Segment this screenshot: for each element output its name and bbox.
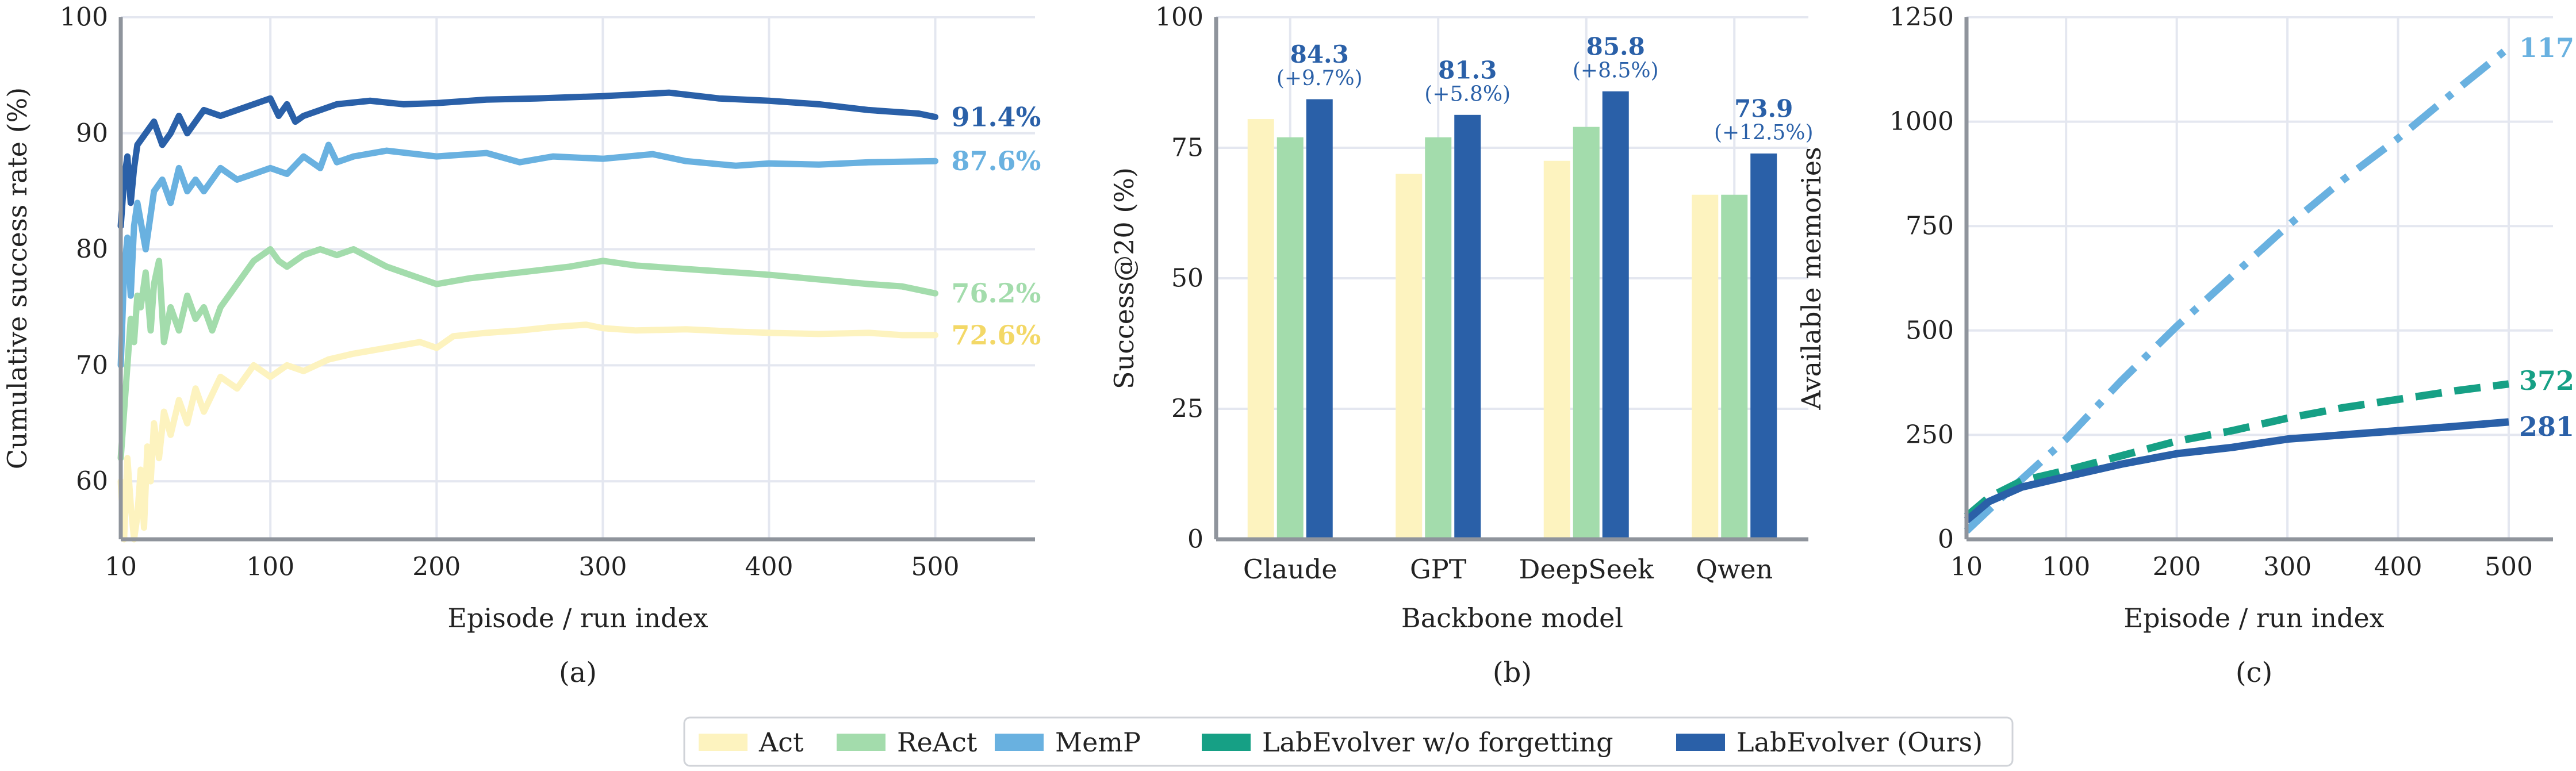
bar-delta-label: (+12.5%) xyxy=(1714,121,1814,144)
y-tick-label: 75 xyxy=(1171,133,1203,163)
x-tick-label: GPT xyxy=(1410,554,1467,585)
bar-react xyxy=(1425,137,1452,540)
end-label-react: 76.2% xyxy=(952,278,1041,309)
x-tick-label: 10 xyxy=(1950,553,1983,582)
panel-c-memory-growth: 1177 372 281 10 100 200 300 400 500 0 250 500 750 100… xyxy=(1796,3,2576,689)
x-tick-label: 500 xyxy=(2485,553,2533,582)
end-label-memp: 1177 xyxy=(2519,32,2576,63)
x-tick-label: 100 xyxy=(2042,553,2090,582)
y-tick-label: 750 xyxy=(1906,212,1954,241)
y-tick-label: 50 xyxy=(1171,264,1203,293)
x-tick-label: 200 xyxy=(412,553,461,582)
series-line-react xyxy=(117,246,939,462)
x-tick-label: DeepSeek xyxy=(1519,554,1654,585)
y-tick-label: 25 xyxy=(1171,394,1203,424)
bar-value-label: 85.8 xyxy=(1586,32,1645,60)
x-tick-label: 300 xyxy=(578,553,627,582)
x-axis-label: Episode / run index xyxy=(2123,603,2384,634)
y-tick-label: 0 xyxy=(1187,525,1203,554)
bar-delta-label: (+5.8%) xyxy=(1424,82,1511,106)
y-tick-label: 250 xyxy=(1906,420,1954,450)
x-tick-label: 100 xyxy=(246,553,294,582)
series-line-act xyxy=(117,321,939,543)
panel-label: (b) xyxy=(1493,657,1532,689)
bar-labevolver-ours- xyxy=(1750,153,1777,539)
y-tick-label: 100 xyxy=(1155,3,1203,32)
x-tick-label: 400 xyxy=(2374,553,2422,582)
x-tick-label: 10 xyxy=(105,553,137,582)
bar-value-label: 73.9 xyxy=(1734,94,1793,122)
bar-act xyxy=(1543,160,1570,539)
y-tick-label: 80 xyxy=(76,235,108,264)
panel-label: (c) xyxy=(2236,657,2272,689)
panel-b-backbone-bars: 84.3(+9.7%) Claude 81.3(+5.8%) GPT 85.8(+8.5… xyxy=(1109,3,1814,689)
bar-labevolver-ours- xyxy=(1454,114,1481,539)
x-tick-label: Claude xyxy=(1243,554,1337,585)
series-line-labevolver-ours- xyxy=(117,89,939,229)
legend: Act ReAct MemP LabEvolver w/o forgetting Lab… xyxy=(683,716,2014,767)
series-line-labevolver-ours- xyxy=(1964,418,2509,524)
y-tick-label: 500 xyxy=(1906,316,1954,345)
bar-delta-label: (+9.7%) xyxy=(1276,67,1363,90)
x-axis-label: Episode / run index xyxy=(447,603,708,634)
y-tick-label: 1250 xyxy=(1889,3,1954,32)
legend-swatch-noforget xyxy=(1202,734,1251,751)
x-tick-label: 300 xyxy=(2263,553,2312,582)
bar-react xyxy=(1573,126,1600,539)
end-label-memp: 87.6% xyxy=(952,145,1041,177)
y-tick-label: 0 xyxy=(1938,525,1954,554)
series-line-memp xyxy=(117,141,939,369)
bar-labevolver-ours- xyxy=(1306,99,1333,539)
panel-label: (a) xyxy=(559,657,597,689)
bar-labevolver-ours- xyxy=(1602,91,1629,539)
y-axis-label: Cumulative success rate (%) xyxy=(2,87,33,469)
end-label-labevolver-ours-: 91.4% xyxy=(952,102,1041,133)
legend-label-noforget: LabEvolver w/o forgetting xyxy=(1262,727,1613,758)
x-tick-label: 200 xyxy=(2153,553,2201,582)
y-tick-label: 1000 xyxy=(1889,107,1954,136)
x-tick-label: 400 xyxy=(745,553,793,582)
end-label-labevolver-ours-: 281 xyxy=(2519,411,2574,442)
x-axis-label: Backbone model xyxy=(1401,603,1623,634)
panel-a-success-curve: 72.6% 76.2% 87.6% 91.4% 10 100 200 300 400 500 60 7… xyxy=(2,3,1041,689)
legend-swatch-react xyxy=(837,734,885,751)
bar-act xyxy=(1692,194,1719,540)
bar-react xyxy=(1276,137,1304,540)
end-label-labevolver-w-o-forgetting: 372 xyxy=(2519,365,2574,396)
legend-label-react: ReAct xyxy=(897,727,977,758)
legend-frame xyxy=(683,716,2014,767)
y-tick-label: 60 xyxy=(76,467,108,496)
end-label-act: 72.6% xyxy=(952,320,1041,351)
series-line-labevolver-w-o-forgetting xyxy=(1964,380,2509,520)
bar-act xyxy=(1396,174,1423,539)
legend-swatch-memp xyxy=(995,734,1044,751)
bar-react xyxy=(1721,194,1748,540)
y-tick-label: 100 xyxy=(60,3,108,32)
legend-swatch-act xyxy=(699,734,747,751)
legend-swatch-ours xyxy=(1676,734,1725,751)
legend-label-ours: LabEvolver (Ours) xyxy=(1736,727,1983,758)
y-axis-label: Success@20 (%) xyxy=(1109,167,1140,389)
bar-value-label: 81.3 xyxy=(1438,56,1497,84)
y-tick-label: 90 xyxy=(76,118,108,148)
y-axis-label: Available memories xyxy=(1796,147,1827,410)
series-line-memp xyxy=(1964,44,2512,534)
legend-label-memp: MemP xyxy=(1055,727,1141,758)
bar-act xyxy=(1247,119,1274,539)
x-tick-label: Qwen xyxy=(1696,554,1773,585)
x-tick-label: 500 xyxy=(911,553,960,582)
y-tick-label: 70 xyxy=(76,351,108,380)
legend-label-act: Act xyxy=(758,727,804,758)
bar-value-label: 84.3 xyxy=(1290,40,1349,68)
bar-delta-label: (+8.5%) xyxy=(1573,59,1659,82)
